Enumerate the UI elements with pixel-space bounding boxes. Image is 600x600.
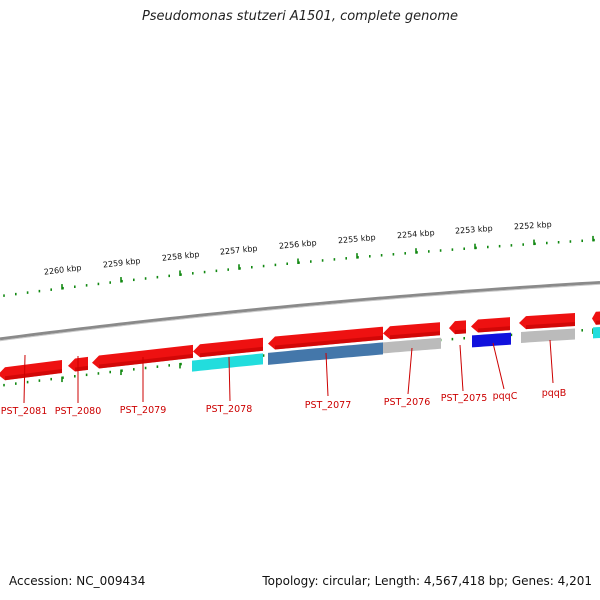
gene-label: PST_2075 [441,393,488,404]
backbone-line [0,281,600,341]
genome-title: Pseudomonas stutzeri A1501, complete gen… [141,9,459,24]
gene-arrow-shade [390,331,440,340]
leader-line [549,339,554,384]
genome-backbone [0,281,600,342]
leader-line [459,344,464,392]
gene-pst-2078 [193,337,263,358]
gene-label: pqqC [493,391,518,402]
label-leaders [23,339,554,404]
feature-band-cyan [593,327,600,339]
kbp-label: 2253 kbp [455,224,493,236]
gene-pst-2079 [92,344,193,369]
kbp-label: 2254 kbp [397,228,435,240]
gene-arrow-shade [99,353,193,369]
gene-label: PST_2078 [206,404,253,415]
kbp-label: 2255 kbp [338,233,376,245]
feature-band-steel [268,342,383,365]
gene-label: PST_2081 [1,406,48,417]
backbone-shadow [0,283,600,342]
gene-pst-2081 [0,360,62,381]
gene-labels: PST_2081 PST_2080 PST_2079 PST_2078 PST_2077… [1,388,567,417]
gene-label: PST_2077 [305,400,352,411]
leader-line [492,342,505,390]
leader-line [228,356,231,402]
genome-summary: Topology: circular; Length: 4,567,418 bp… [262,574,592,588]
feature-band-gray [383,337,441,354]
kbp-label: 2259 kbp [102,256,140,269]
gene-arrow-shade [526,321,575,330]
gene-label: pqqB [542,388,567,399]
gene-arrow-shade [200,346,263,358]
leader-line [325,352,329,397]
gene-arrow-shade [275,335,383,350]
accession-text: Accession: NC_009434 [9,574,146,588]
gene-track [0,311,600,381]
gene-pqqb [519,312,575,330]
leader-line [23,354,26,404]
gene-partial [592,311,600,325]
feature-band-cyan [192,353,263,372]
feature-band-gray [521,328,575,343]
gene-label: PST_2079 [120,405,167,416]
gene-arrow-shade [5,369,62,381]
gene-arrow-shade [454,329,466,335]
gene-pst-2077 [268,326,383,350]
kbp-scale: 2260 kbp 2259 kbp 2258 kbp 2257 kbp 2256 kbp… [43,220,552,277]
kbp-label: 2256 kbp [279,238,317,250]
kbp-label: 2258 kbp [162,250,200,263]
gene-arrow-shade [595,320,600,325]
kbp-label: 2252 kbp [514,220,552,231]
gene-label: PST_2076 [384,397,431,408]
feature-band-blue [472,332,511,348]
gene-label: PST_2080 [55,406,102,417]
minor-ticks [3,235,595,387]
leader-line [407,347,413,395]
kbp-label: 2260 kbp [43,263,82,277]
gene-pqqc [471,317,510,333]
feature-track [192,327,600,372]
gene-arrow-shade [478,326,510,333]
kbp-label: 2257 kbp [220,244,258,257]
gene-pst-2075 [449,320,466,335]
gene-pst-2076 [383,322,440,340]
